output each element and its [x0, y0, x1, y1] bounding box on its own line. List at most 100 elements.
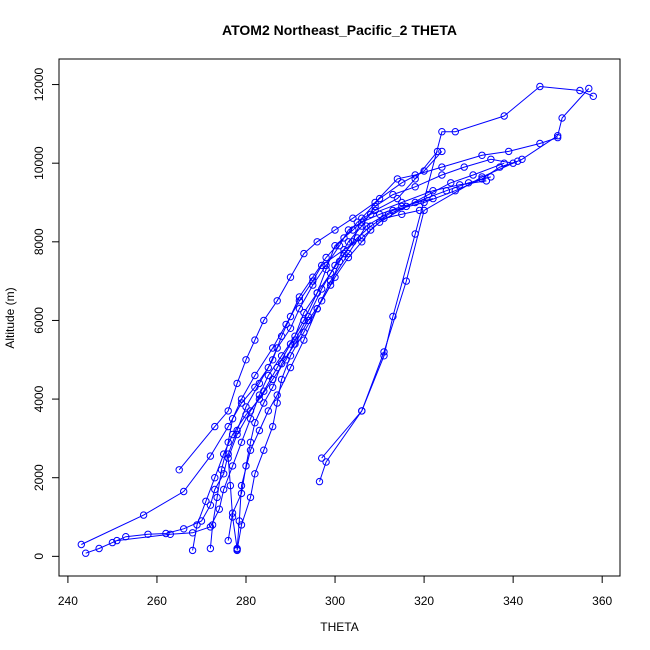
data-point: [286, 312, 295, 321]
series-layer: [77, 82, 597, 557]
data-point: [315, 477, 324, 486]
data-point: [513, 157, 522, 165]
data-point: [175, 466, 183, 474]
data-point: [286, 273, 295, 281]
data-point: [277, 375, 286, 384]
x-tick-label: 240: [58, 594, 78, 608]
data-point: [237, 438, 246, 446]
data-point: [242, 403, 250, 411]
data-point: [228, 509, 237, 517]
data-point: [233, 379, 241, 388]
data-point: [393, 194, 402, 203]
data-point: [228, 462, 237, 470]
data-point: [340, 249, 348, 258]
series-line: [178, 137, 558, 471]
series-11: [175, 133, 562, 474]
data-point: [398, 202, 406, 211]
data-point: [460, 163, 468, 171]
data-point: [362, 222, 370, 230]
series-12: [224, 206, 424, 545]
data-point: [273, 344, 281, 352]
series-line: [236, 151, 443, 551]
data-point: [398, 210, 406, 219]
data-point: [255, 426, 264, 435]
data-point: [251, 383, 259, 391]
data-point: [469, 171, 477, 179]
data-point: [344, 226, 353, 234]
data-point: [309, 281, 317, 289]
data-point: [269, 356, 277, 364]
data-point: [277, 352, 286, 360]
data-point: [367, 210, 375, 219]
data-point: [331, 273, 339, 281]
data-point: [242, 462, 250, 470]
data-point: [255, 391, 264, 399]
x-axis-label: THETA: [320, 620, 358, 634]
data-point: [358, 238, 366, 246]
data-point: [237, 521, 246, 529]
series-line: [227, 209, 420, 541]
data-point: [500, 112, 508, 120]
data-point: [220, 450, 228, 458]
data-point: [206, 523, 215, 531]
data-point: [344, 253, 353, 262]
data-point: [188, 546, 197, 555]
plot-area: [58, 58, 621, 577]
data-point: [358, 218, 366, 226]
x-tick-label: 360: [592, 594, 612, 608]
x-tick-label: 280: [236, 594, 256, 608]
data-point: [260, 399, 268, 407]
data-point: [95, 544, 103, 553]
data-point: [500, 159, 508, 167]
data-point: [411, 198, 419, 207]
data-point: [375, 194, 384, 203]
x-tick-label: 320: [414, 594, 434, 608]
data-point: [246, 493, 255, 502]
data-point: [358, 222, 366, 230]
data-point: [224, 422, 232, 431]
data-point: [237, 481, 246, 490]
data-point: [162, 529, 170, 538]
data-point: [144, 530, 152, 538]
y-tick-label: 10000: [32, 146, 46, 180]
data-point: [326, 269, 335, 277]
data-point: [518, 155, 526, 164]
series-line: [209, 162, 505, 549]
y-axis: 0 2000 4000 6000 8000 10000 12000: [32, 68, 60, 560]
data-point: [585, 84, 593, 93]
data-point: [269, 422, 277, 431]
data-point: [251, 371, 259, 380]
data-point: [340, 234, 348, 242]
data-point: [300, 336, 308, 344]
data-point: [398, 198, 406, 207]
data-point: [295, 293, 304, 301]
data-point: [260, 316, 268, 325]
data-point: [304, 316, 312, 325]
y-tick-label: 0: [32, 553, 46, 560]
data-point: [309, 273, 317, 281]
data-point: [367, 222, 375, 230]
data-point: [331, 226, 339, 234]
data-point: [269, 344, 277, 352]
data-point: [282, 320, 290, 329]
data-point: [375, 210, 384, 219]
data-point: [233, 546, 241, 555]
series-8: [113, 173, 495, 545]
data-point: [206, 501, 215, 509]
data-point: [220, 470, 228, 478]
data-point: [197, 517, 206, 525]
data-point: [260, 387, 268, 395]
data-point: [300, 249, 308, 258]
x-axis: 240 260 280 300 320 340 360: [58, 575, 613, 608]
data-point: [108, 538, 117, 547]
data-point: [251, 336, 259, 344]
data-point: [264, 371, 272, 380]
data-point: [313, 289, 321, 297]
data-point: [402, 277, 410, 285]
data-point: [358, 407, 366, 415]
data-point: [113, 536, 121, 545]
data-point: [371, 202, 379, 211]
data-point: [286, 324, 295, 332]
series-9: [315, 82, 597, 486]
data-point: [447, 179, 455, 187]
